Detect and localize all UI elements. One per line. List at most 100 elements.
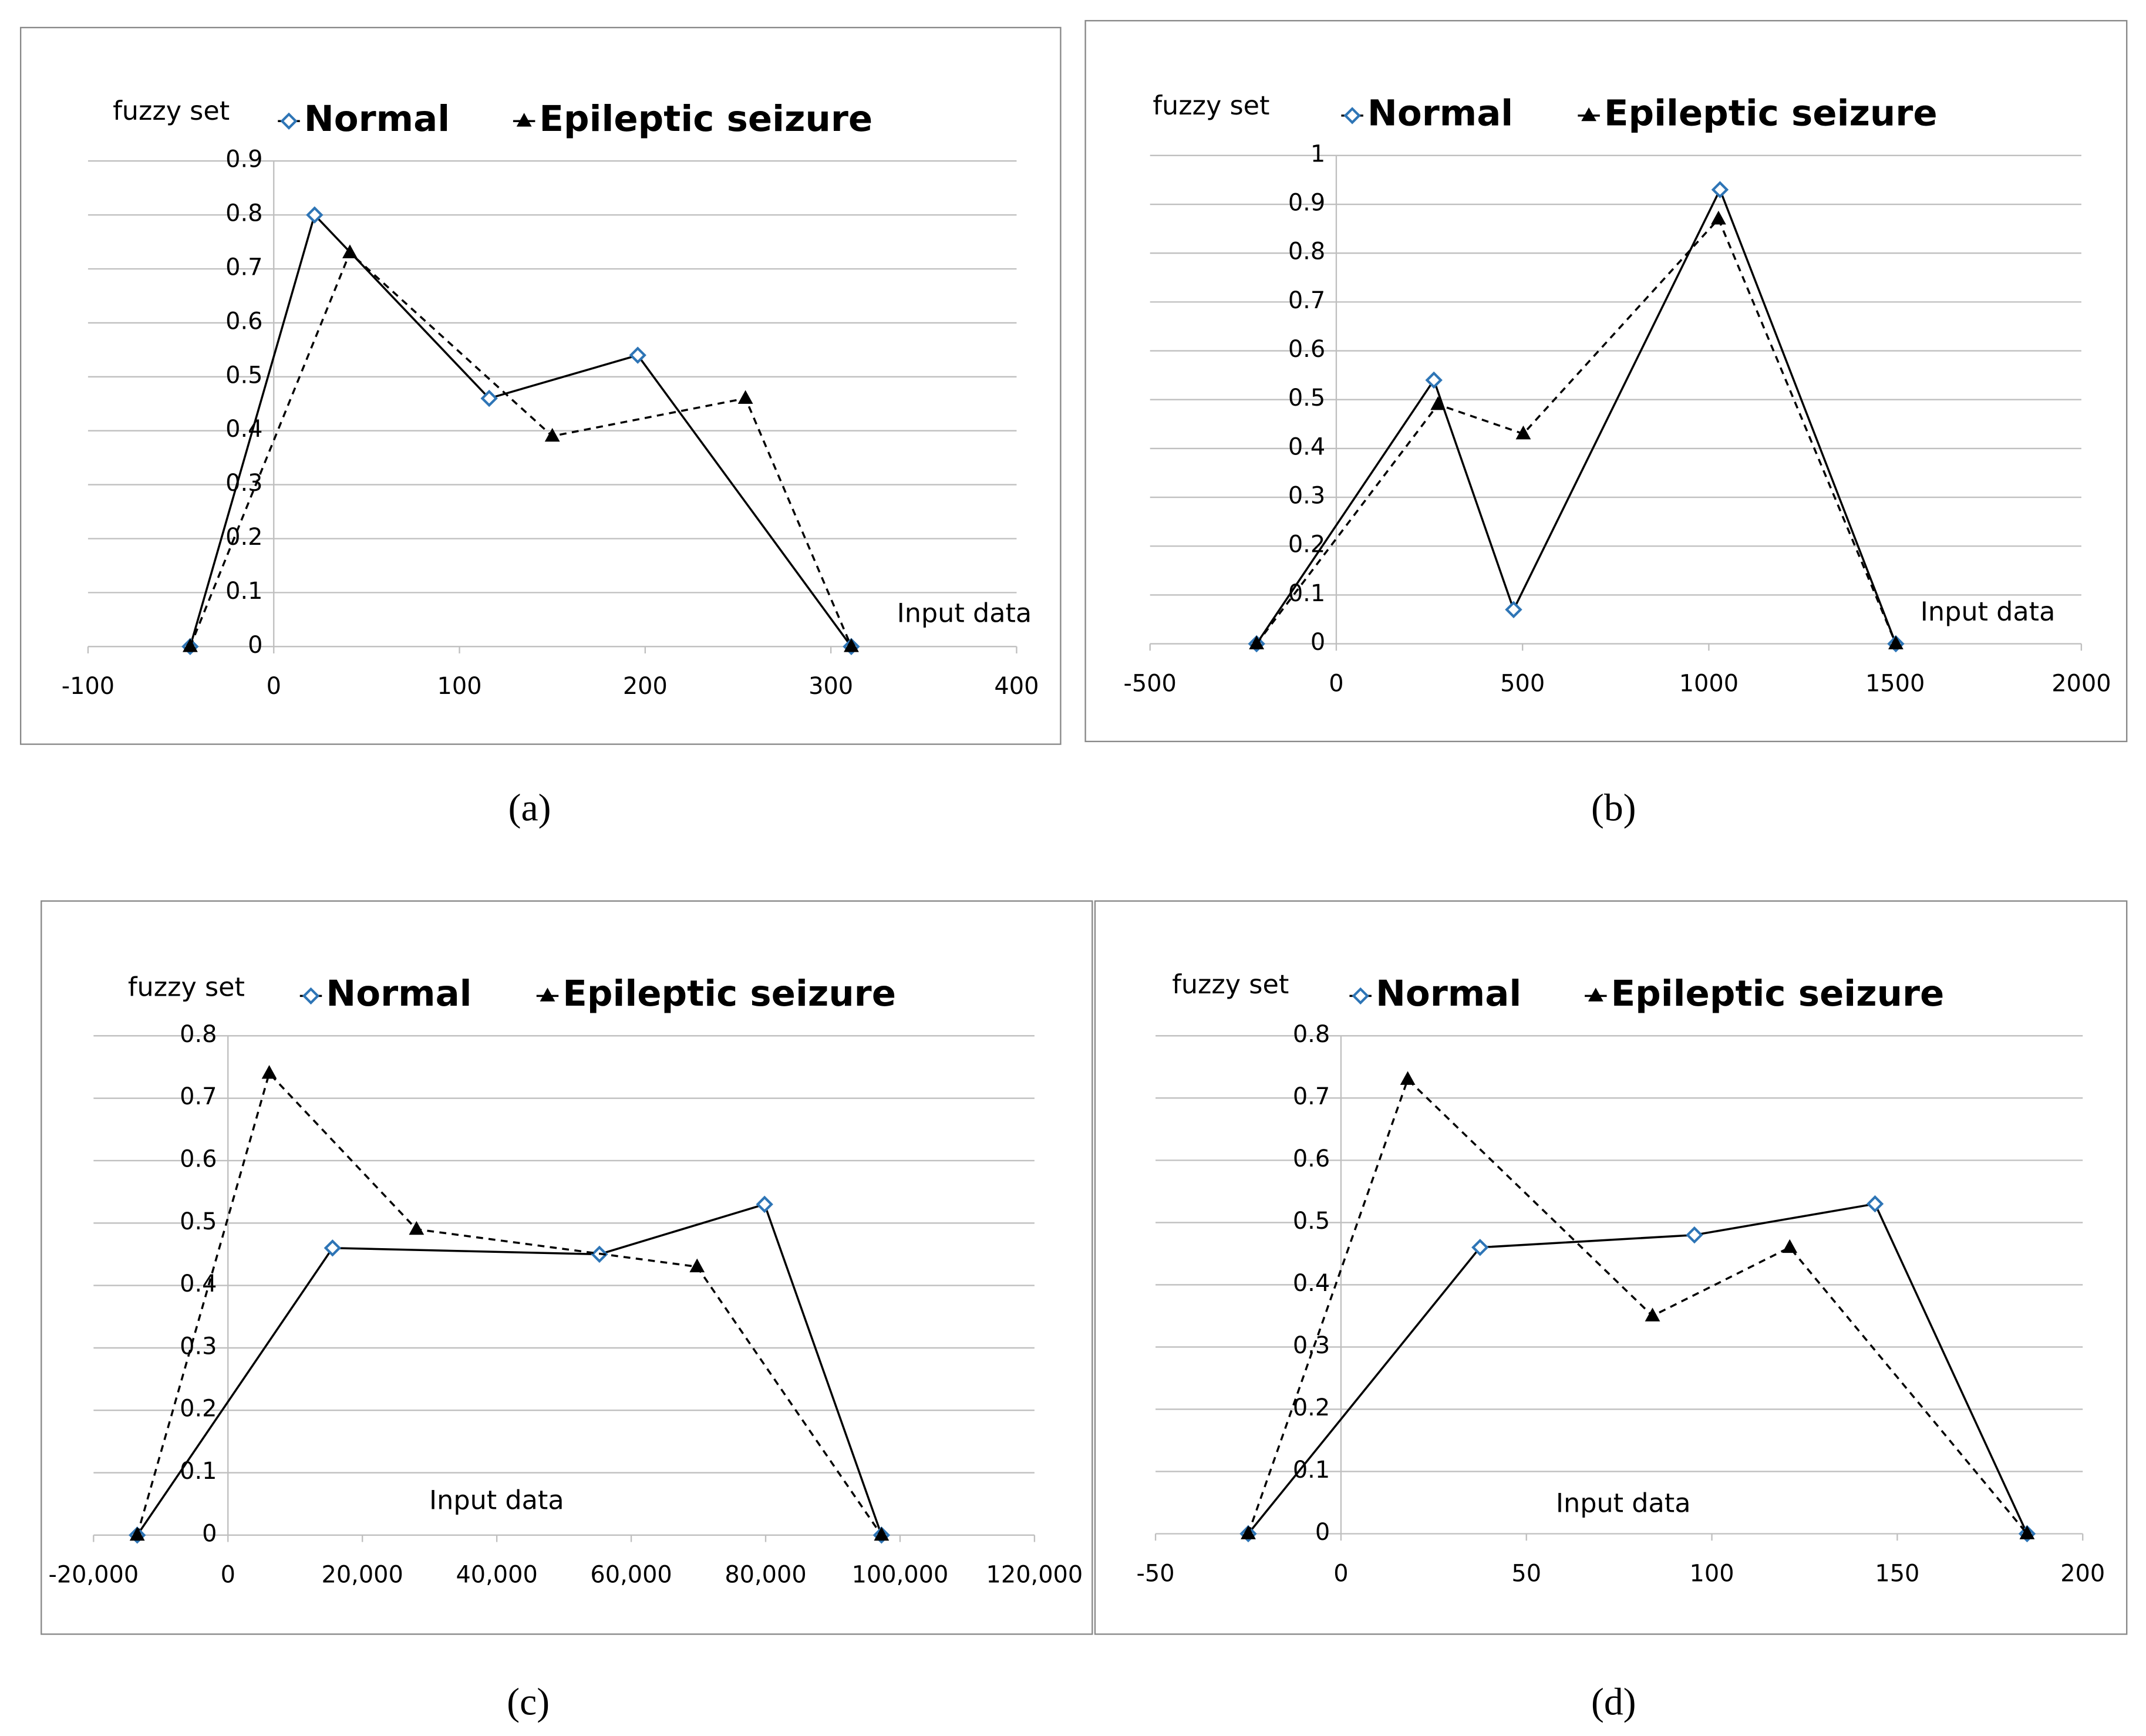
panel-frame [1084,20,2128,743]
data-point [1471,1239,1489,1256]
y-tick-label: 0.5 [225,362,262,389]
y-tick-label: 0.6 [225,308,262,335]
y-tick-label: 0.8 [225,200,262,227]
data-point [1400,1071,1416,1085]
x-axis-label: Input data [897,598,1032,628]
x-tick-label: -500 [1124,670,1177,697]
caption: (c) [507,1681,550,1723]
x-tick-label: -50 [1137,1560,1175,1587]
x-tick-label: 2000 [2051,670,2111,697]
x-tick-label: 50 [1511,1560,1541,1587]
x-tick-label: 100 [437,673,482,700]
data-point [1425,371,1443,389]
y-tick-label: 0.4 [225,416,262,443]
data-point [2019,1525,2035,1539]
x-tick-label: -100 [62,673,114,700]
y-tick-label: 0.4 [1293,1270,1330,1297]
x-tick-label: 100,000 [852,1562,949,1589]
y-tick-label: 0.6 [1288,336,1325,363]
y-tick-label: 0.6 [180,1145,217,1172]
data-point [1515,425,1531,440]
y-tick-label: 0.8 [180,1021,217,1048]
data-point [844,638,859,652]
caption: (b) [1591,787,1636,829]
y-tick-label: 0.9 [1288,190,1325,217]
x-tick-label: 60,000 [590,1562,672,1589]
data-point [1241,1525,1256,1539]
x-tick-label: 1000 [1679,670,1739,697]
legend-marker [1343,107,1361,124]
y-tick-label: 0.2 [180,1395,217,1422]
y-tick-label: 0.8 [1293,1021,1330,1048]
y-tick-label: 0.7 [225,254,262,281]
data-point [183,638,198,652]
y-tick-label: 0.5 [1293,1208,1330,1235]
series-line [189,251,853,647]
panel-frame [41,900,1093,1635]
y-tick-label: 0.7 [1293,1083,1330,1110]
data-point [629,346,646,364]
data-point [544,427,560,442]
y-tick-label: 0.3 [180,1333,217,1360]
caption: (d) [1591,1681,1636,1723]
y-axis-label: fuzzy set [1153,91,1269,121]
x-tick-label: 0 [1333,1560,1348,1587]
legend-marker [1588,987,1603,1002]
y-tick-label: 0 [1315,1519,1330,1546]
legend-label: Normal [304,98,450,140]
legend-label: Epileptic seizure [539,98,872,140]
x-tick-label: 100 [1690,1560,1734,1587]
data-point [1430,396,1446,410]
x-tick-label: 0 [221,1562,235,1589]
y-tick-label: 1 [1310,140,1325,167]
data-point [1645,1307,1660,1322]
data-point [409,1221,425,1235]
data-point [1711,210,1726,225]
y-tick-label: 0.8 [1288,238,1325,265]
y-tick-label: 0.3 [1288,483,1325,510]
y-tick-label: 0.7 [180,1083,217,1110]
legend-marker [302,987,320,1005]
data-point [689,1258,705,1273]
x-tick-label: 0 [1329,670,1343,697]
x-tick-label: 400 [994,673,1039,700]
legend-marker [540,987,555,1002]
y-tick-label: 0 [1310,629,1325,656]
data-point [129,1526,145,1541]
data-point [1505,601,1522,619]
x-tick-label: 150 [1875,1560,1919,1587]
y-axis-label: fuzzy set [1172,970,1289,1000]
y-tick-label: 0.1 [180,1458,217,1485]
y-tick-label: 0.5 [180,1208,217,1235]
legend-label: Normal [1376,973,1521,1014]
data-point [1711,181,1729,198]
y-tick-label: 0.6 [1293,1145,1330,1172]
series-line [1255,217,1897,645]
legend-marker [280,112,298,130]
caption: (a) [508,787,551,829]
data-point [324,1239,342,1257]
x-tick-label: 500 [1500,670,1545,697]
y-tick-label: 0.7 [1288,287,1325,314]
legend-label: Normal [1367,93,1513,134]
y-tick-label: 0.9 [225,146,262,173]
data-point [874,1526,890,1541]
data-point [737,390,753,404]
x-axis-label: Input data [429,1486,564,1516]
y-tick-label: 0.4 [180,1270,217,1297]
x-tick-label: 20,000 [322,1562,403,1589]
y-tick-label: 0.1 [1293,1457,1330,1484]
x-axis-label: Input data [1556,1488,1691,1518]
panel-frame [1094,900,2128,1635]
data-point [261,1065,277,1079]
x-tick-label: 200 [2060,1560,2105,1587]
y-tick-label: 0 [248,632,262,659]
y-tick-label: 0.2 [225,524,262,551]
y-axis-label: fuzzy set [113,96,230,126]
x-tick-label: 120,000 [986,1562,1083,1589]
x-tick-label: 80,000 [725,1562,806,1589]
data-point [1686,1226,1703,1244]
y-tick-label: 0.1 [225,578,262,605]
legend-label: Epileptic seizure [1611,973,1945,1014]
